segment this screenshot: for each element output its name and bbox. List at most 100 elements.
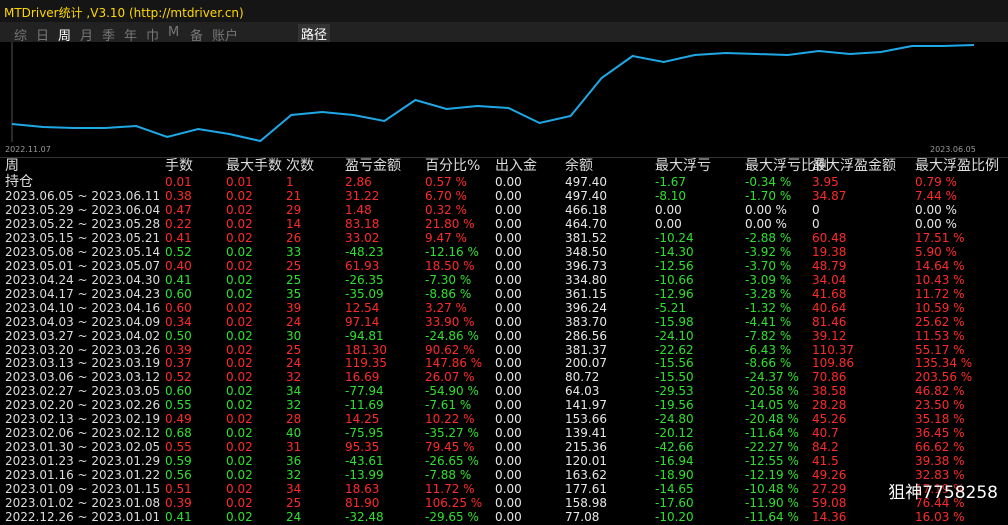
table-cell: 61.93 bbox=[345, 258, 380, 273]
table-cell: 11.53 % bbox=[915, 328, 965, 343]
tab[interactable]: 周 bbox=[58, 29, 72, 44]
table-cell: 21.80 % bbox=[425, 216, 475, 231]
table-cell: 7.44 % bbox=[915, 188, 957, 203]
path-tab[interactable]: 路径 bbox=[298, 24, 331, 43]
table-cell: 11.72 % bbox=[425, 482, 475, 497]
table-cell: -42.66 bbox=[655, 440, 694, 455]
column-header: 最大浮亏 bbox=[655, 158, 711, 174]
table-cell: 0.02 bbox=[226, 370, 253, 385]
table-cell: 33.90 % bbox=[425, 314, 475, 329]
table-cell: 30 bbox=[286, 328, 302, 343]
table-cell: 0.02 bbox=[226, 216, 253, 231]
table-cell: 95.35 bbox=[345, 440, 380, 455]
table-cell: 28 bbox=[286, 412, 302, 427]
table-cell: -3.92 % bbox=[745, 244, 792, 259]
table-cell: 0.00 bbox=[495, 258, 522, 273]
column-header: 最大手数 bbox=[226, 158, 282, 174]
tab[interactable]: M bbox=[168, 25, 180, 40]
table-cell: 0.32 % bbox=[425, 202, 467, 217]
table-cell: -2.88 % bbox=[745, 230, 792, 245]
tab[interactable]: 日 bbox=[36, 29, 50, 44]
table-cell: 153.66 bbox=[565, 412, 607, 427]
tab[interactable]: 账户 bbox=[212, 29, 239, 44]
period-cell: 2023.01.02 ~ 2023.01.08 bbox=[5, 496, 161, 511]
table-cell: 14.36 bbox=[812, 510, 847, 525]
table-cell: 11.72 % bbox=[915, 286, 965, 301]
table-cell: -29.65 % bbox=[425, 510, 479, 525]
tab[interactable]: 年 bbox=[124, 29, 138, 44]
table-cell: 90.62 % bbox=[425, 342, 475, 357]
table-cell: -3.28 % bbox=[745, 286, 792, 301]
table-cell: -1.32 % bbox=[745, 300, 792, 315]
period-cell: 2023.05.15 ~ 2023.05.21 bbox=[5, 230, 161, 245]
table-cell: -1.70 % bbox=[745, 188, 792, 203]
table-cell: 17.51 % bbox=[915, 230, 965, 245]
table-cell: 163.62 bbox=[565, 468, 607, 483]
tab[interactable]: 综 bbox=[14, 29, 28, 44]
table-cell: -20.48 % bbox=[745, 412, 799, 427]
table-cell: 0.00 bbox=[495, 482, 522, 497]
table-cell: 26 bbox=[286, 230, 302, 245]
table-cell: 0.00 bbox=[495, 454, 522, 469]
table-cell: 31.22 bbox=[345, 188, 380, 203]
table-cell: 33.02 bbox=[345, 230, 380, 245]
period-cell: 2023.05.01 ~ 2023.05.07 bbox=[5, 258, 161, 273]
table-cell: 215.36 bbox=[565, 440, 607, 455]
table-cell: 35.18 % bbox=[915, 412, 965, 427]
table-cell: 0.79 % bbox=[915, 175, 957, 189]
table-cell: 31 bbox=[286, 440, 302, 455]
table-cell: -15.50 bbox=[655, 370, 694, 385]
table-cell: 0.00 bbox=[495, 342, 522, 357]
table-cell: -19.56 bbox=[655, 398, 694, 413]
tab[interactable]: 月 bbox=[80, 29, 94, 44]
table-cell: 16.69 bbox=[345, 370, 380, 385]
table-cell: 177.61 bbox=[565, 482, 607, 497]
table-cell: -8.66 % bbox=[745, 356, 792, 371]
table-cell: -7.61 % bbox=[425, 398, 472, 413]
table-cell: 0.00 bbox=[655, 202, 682, 217]
column-header: 最大浮亏比例 bbox=[745, 158, 829, 174]
balance-chart: 2022.11.07 2023.06.05 bbox=[0, 42, 1008, 158]
table-cell: 0.40 bbox=[165, 258, 192, 273]
table-cell: 18.63 bbox=[345, 482, 380, 497]
table-cell: 141.97 bbox=[565, 398, 607, 413]
table-cell: 0.02 bbox=[226, 440, 253, 455]
table-cell: 0.00 bbox=[495, 272, 522, 287]
table-cell: 0.01 bbox=[165, 175, 192, 189]
table-cell: 106.25 % bbox=[425, 496, 483, 511]
table-cell: -15.56 bbox=[655, 356, 694, 371]
tab[interactable]: 备 bbox=[190, 29, 204, 44]
tab[interactable]: 巾 bbox=[146, 29, 160, 44]
table-cell: 21 bbox=[286, 188, 302, 203]
table-cell: 0.00 bbox=[495, 384, 522, 399]
table-cell: 0.00 bbox=[495, 202, 522, 217]
table-cell: -12.56 bbox=[655, 258, 694, 273]
table-cell: 97.14 bbox=[345, 314, 380, 329]
table-cell: 60.48 bbox=[812, 230, 847, 245]
table-cell: -11.64 % bbox=[745, 510, 799, 525]
table-cell: -8.86 % bbox=[425, 286, 472, 301]
table-cell: -20.58 % bbox=[745, 384, 799, 399]
table-cell: 0.00 % bbox=[745, 216, 787, 231]
table-cell: -10.48 % bbox=[745, 482, 799, 497]
table-cell: 0.68 bbox=[165, 426, 192, 441]
table-cell: 64.03 bbox=[565, 384, 600, 399]
table-cell: 18.50 % bbox=[425, 258, 475, 273]
table-cell: -7.30 % bbox=[425, 272, 472, 287]
period-cell: 2023.01.30 ~ 2023.02.05 bbox=[5, 440, 161, 455]
table-cell: 396.73 bbox=[565, 258, 607, 273]
table-cell: 0.02 bbox=[226, 496, 253, 511]
tab[interactable]: 季 bbox=[102, 29, 116, 44]
table-cell: 334.80 bbox=[565, 272, 607, 287]
period-cell: 2023.02.27 ~ 2023.03.05 bbox=[5, 384, 161, 399]
table-cell: 19.38 bbox=[812, 244, 847, 259]
table-cell: 0.02 bbox=[226, 230, 253, 245]
table-cell: 14.64 % bbox=[915, 258, 965, 273]
table-cell: 16.03 % bbox=[915, 510, 965, 525]
table-cell: 0.02 bbox=[226, 258, 253, 273]
period-cell: 持仓 bbox=[5, 174, 33, 190]
period-cell: 2023.04.17 ~ 2023.04.23 bbox=[5, 286, 161, 301]
table-cell: 40.7 bbox=[812, 426, 839, 441]
table-cell: 0.00 bbox=[495, 496, 522, 511]
table-cell: -18.90 bbox=[655, 468, 694, 483]
